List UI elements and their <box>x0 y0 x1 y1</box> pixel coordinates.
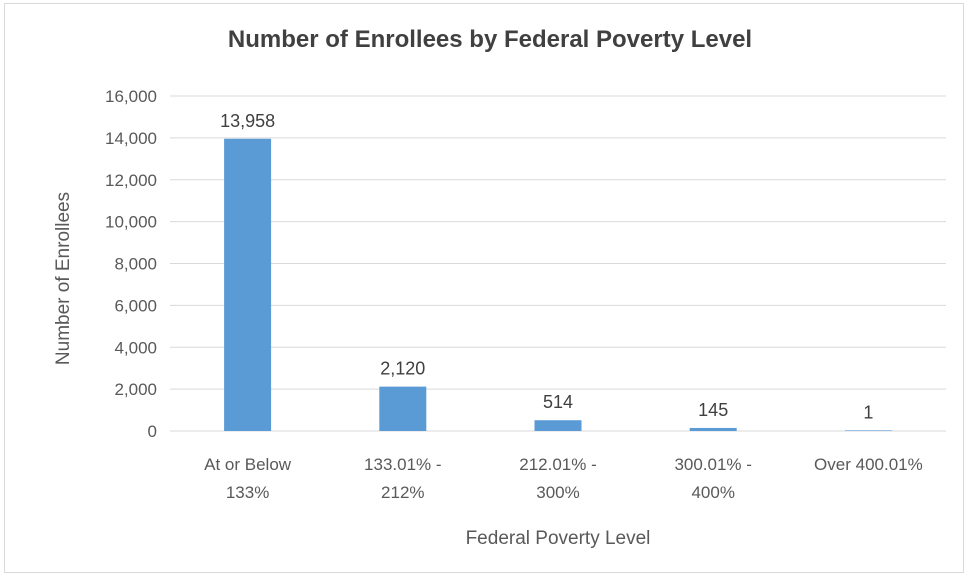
y-tick-label: 10,000 <box>105 213 157 232</box>
bars <box>224 138 892 431</box>
x-tick-label: 300% <box>536 483 579 502</box>
data-label: 514 <box>543 392 573 412</box>
bar <box>379 386 427 431</box>
x-tick-label: Over 400.01% <box>814 455 923 474</box>
y-tick-label: 16,000 <box>105 87 157 106</box>
data-labels: 13,958 2,120 514 145 1 <box>220 111 873 423</box>
y-axis-ticks: 0 2,000 4,000 6,000 8,000 10,000 12,000 14,000 1… <box>105 87 157 441</box>
y-tick-label: 6,000 <box>114 296 157 315</box>
data-label: 145 <box>698 400 728 420</box>
x-tick-label: At or Below <box>204 455 292 474</box>
chart-title: Number of Enrollees by Federal Poverty L… <box>227 26 753 53</box>
y-tick-label: 12,000 <box>105 171 157 190</box>
x-tick-label: 133.01% - <box>364 455 442 474</box>
y-axis-label: Number of Enrollees <box>53 192 74 365</box>
x-tick-label: 400% <box>691 483 734 502</box>
x-tick-label: 133% <box>226 483 269 502</box>
data-label: 13,958 <box>220 111 275 131</box>
x-tick-label: 212% <box>381 483 424 502</box>
x-tick-label: 212.01% - <box>519 455 597 474</box>
gridlines <box>170 95 946 432</box>
y-tick-label: 2,000 <box>114 380 157 399</box>
bar <box>844 430 892 431</box>
data-label: 1 <box>863 402 873 422</box>
bar <box>534 420 582 431</box>
y-tick-label: 14,000 <box>105 129 157 148</box>
bar <box>689 427 737 431</box>
x-axis-label: Federal Poverty Level <box>466 528 651 549</box>
y-tick-label: 8,000 <box>114 255 157 274</box>
y-tick-label: 4,000 <box>114 338 157 357</box>
y-tick-label: 0 <box>148 422 157 441</box>
bar <box>224 138 272 431</box>
x-axis-ticks: At or Below 133% 133.01% - 212% 212.01% - 300… <box>204 455 923 502</box>
chart-frame <box>4 3 964 573</box>
x-tick-label: 300.01% - <box>674 455 752 474</box>
data-label: 2,120 <box>380 359 425 379</box>
